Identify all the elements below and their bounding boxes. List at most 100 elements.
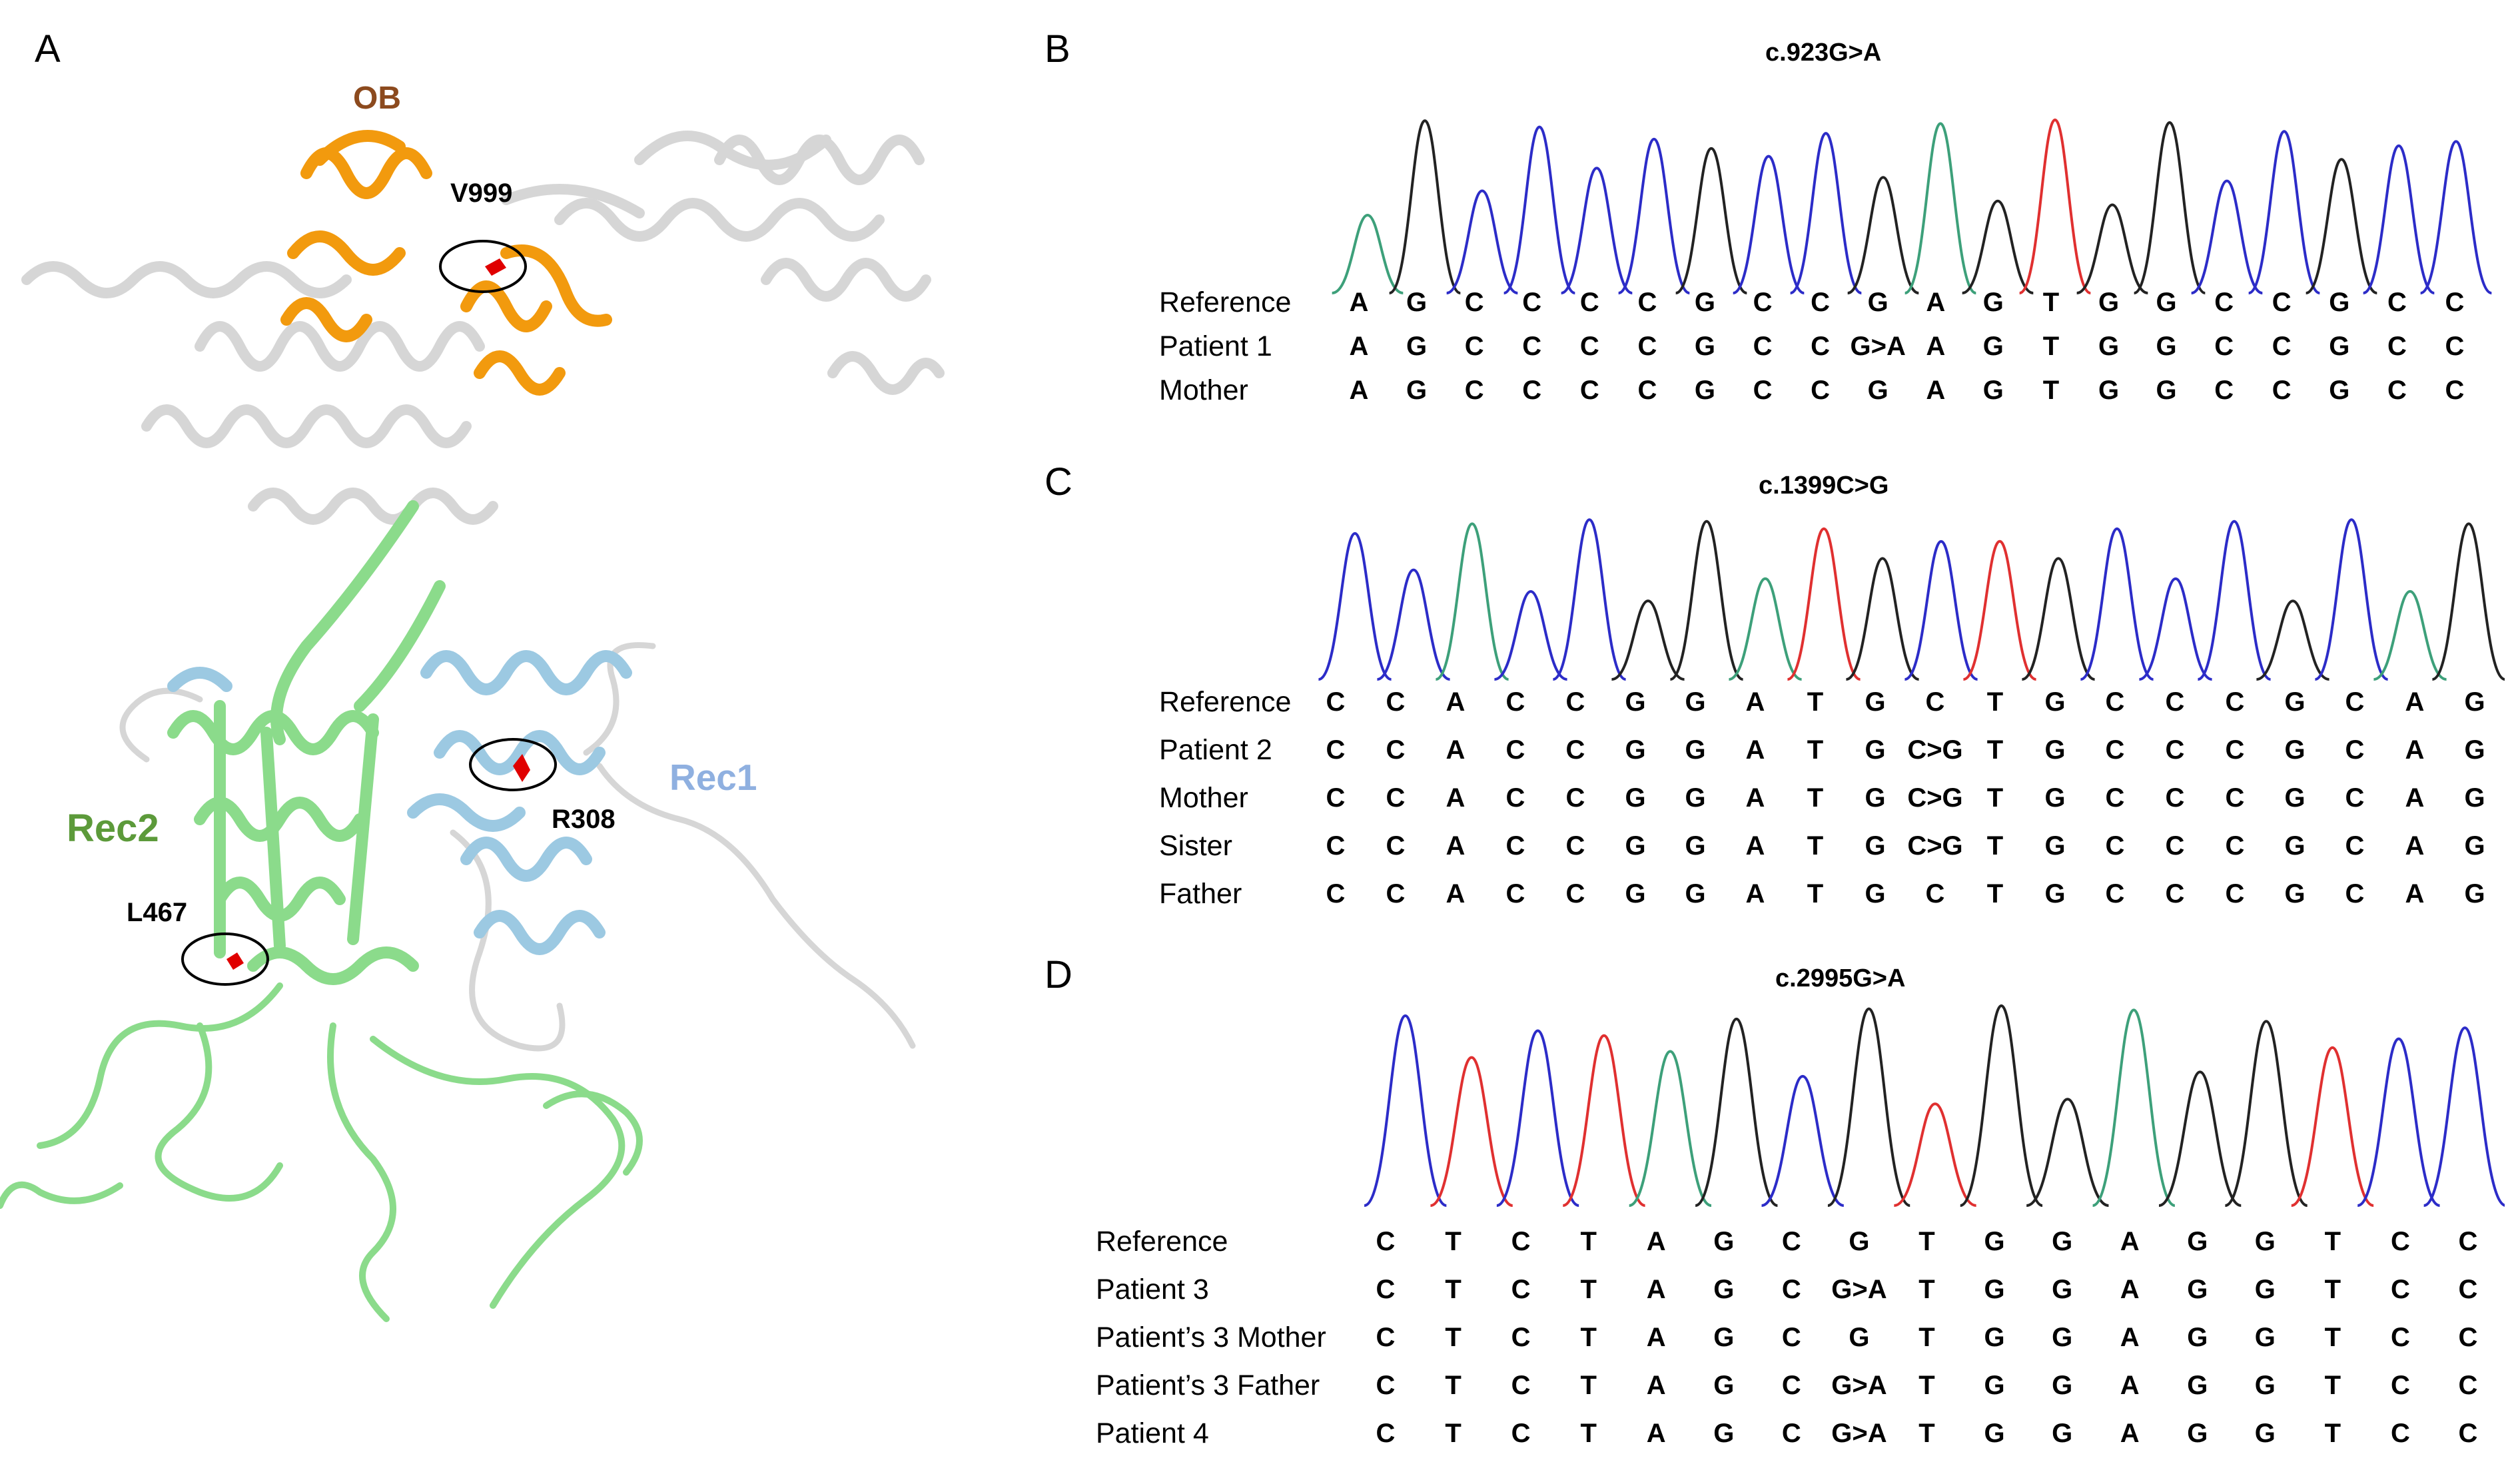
nucleotide: G <box>1865 879 1886 909</box>
chromatogram-peak <box>1503 125 1576 294</box>
nucleotide: C <box>2105 831 2125 861</box>
chromatogram-peak <box>1789 132 1863 294</box>
nucleotide: T <box>1986 783 2004 813</box>
sequence-row-label: Reference <box>1096 1226 1228 1258</box>
panel-c-title: c.1399C>G <box>1759 472 1889 500</box>
nucleotide: C <box>2225 831 2245 861</box>
nucleotide: C <box>1376 1275 1396 1304</box>
nucleotide: C <box>1505 879 1525 909</box>
nucleotide: T <box>1445 1323 1462 1352</box>
nucleotide: T <box>1445 1371 1462 1400</box>
nucleotide: C <box>1386 783 1406 813</box>
nucleotide: A <box>2120 1275 2140 1304</box>
chromatogram-peak <box>1732 155 1805 294</box>
nucleotide: A <box>1926 332 1946 361</box>
nucleotide: G <box>2254 1419 2276 1448</box>
panel-b-title: c.923G>A <box>1765 39 1882 67</box>
chromatogram-peak <box>1629 1050 1712 1207</box>
nucleotide: G <box>2284 831 2306 861</box>
protein-structure-figure <box>0 130 945 1322</box>
nucleotide: G <box>1625 831 1646 861</box>
nucleotide: T <box>2042 288 2060 317</box>
nucleotide: G <box>2098 332 2120 361</box>
chromatogram-peak <box>1787 527 1861 681</box>
nucleotide: G <box>1849 1323 1870 1352</box>
nucleotide: T <box>1580 1323 1597 1352</box>
chromatogram-peak <box>2248 130 2321 294</box>
nucleotide: C <box>1637 332 1657 361</box>
chromatogram-peak <box>2092 1008 2176 1207</box>
chromatogram-peak <box>1847 176 1919 294</box>
chromatogram-peak <box>2021 557 2096 681</box>
nucleotide: A <box>1926 288 1946 317</box>
nucleotide: G <box>2329 332 2350 361</box>
nucleotide: C <box>1753 376 1773 405</box>
nucleotide: T <box>2042 332 2060 361</box>
nucleotide: G <box>1713 1323 1735 1352</box>
nucleotide: C <box>2272 288 2292 317</box>
chromatogram-peak <box>1561 167 1633 294</box>
nucleotide: G <box>2098 288 2120 317</box>
sequence-row-label: Patient 4 <box>1096 1417 1209 1449</box>
nucleotide: C <box>2458 1371 2478 1400</box>
chromatogram-peak <box>1962 540 2037 681</box>
chromatogram-peak <box>2076 203 2148 294</box>
nucleotide: C <box>1326 687 1346 717</box>
chromatogram-peak <box>2256 599 2330 681</box>
nucleotide: C <box>1781 1419 1801 1448</box>
nucleotide: A <box>1646 1419 1666 1448</box>
nucleotide: C <box>1386 831 1406 861</box>
nucleotide: G <box>2254 1371 2276 1400</box>
nucleotide: G <box>2187 1371 2208 1400</box>
domain-label-rec1: Rec1 <box>669 757 757 798</box>
sequencing-panel-b: c.923G>A Reference A G C C C C G C C G A G T G G C C G C C Pa… <box>1159 27 2505 426</box>
nucleotide: G <box>1685 831 1706 861</box>
nucleotide: G>A <box>1831 1371 1887 1400</box>
nucleotide: C <box>1511 1275 1531 1304</box>
nucleotide: G <box>1849 1227 1870 1256</box>
chromatogram-peak <box>1552 518 1627 681</box>
nucleotide: A <box>1646 1275 1666 1304</box>
sequence-row: Patient’s 3 Mother C T C T A G C G T G G A G G T C C <box>1096 1321 2520 1361</box>
chromatogram-peak <box>1761 1074 1845 1207</box>
sequence-row-label: Mother <box>1159 374 1248 406</box>
nucleotide: G <box>2284 783 2306 813</box>
nucleotide: G <box>1713 1419 1735 1448</box>
nucleotide: G <box>2254 1275 2276 1304</box>
nucleotide: C <box>2225 735 2245 765</box>
nucleotide: C <box>2214 332 2234 361</box>
nucleotide: G <box>1625 735 1646 765</box>
nucleotide: G <box>2187 1227 2208 1256</box>
sequence-row: Sister C C A C C G G A T G C>G T G C C C G C A G <box>1159 830 2520 870</box>
sequence-row-label: Patient’s 3 Father <box>1096 1369 1320 1401</box>
nucleotide: C <box>1522 332 1542 361</box>
panel-label-a: A <box>35 27 61 71</box>
nucleotide: C <box>2105 687 2125 717</box>
nucleotide: G <box>2464 879 2485 909</box>
nucleotide: G <box>1984 1371 2005 1400</box>
nucleotide: A <box>2120 1371 2140 1400</box>
nucleotide: C <box>1386 735 1406 765</box>
chromatogram-peak <box>1695 1017 1779 1207</box>
nucleotide: C <box>1505 687 1525 717</box>
nucleotide: G <box>2156 332 2177 361</box>
nucleotide: T <box>1918 1419 1935 1448</box>
panel-label-b: B <box>1045 27 1070 71</box>
nucleotide: C <box>1811 332 1831 361</box>
residue-label-v999: V999 <box>450 179 513 208</box>
nucleotide: T <box>2324 1419 2341 1448</box>
chromatogram-peak <box>1493 589 1568 681</box>
nucleotide: G <box>1406 332 1428 361</box>
nucleotide: C <box>1565 783 1585 813</box>
nucleotide: C <box>1326 735 1346 765</box>
sequence-row: Patient 1 A G C C C C G C C G>A A G T G G C C G C C <box>1159 330 2508 370</box>
nucleotide: C <box>1781 1275 1801 1304</box>
nucleotide: C <box>2387 288 2407 317</box>
chromatogram-trace-d <box>1364 1004 2505 1207</box>
nucleotide: G <box>2044 783 2066 813</box>
sequence-row-label: Reference <box>1159 686 1292 718</box>
chromatogram-peak <box>2133 121 2206 294</box>
nucleotide: G <box>2254 1323 2276 1352</box>
nucleotide: C <box>1565 687 1585 717</box>
nucleotide: G <box>1625 879 1646 909</box>
